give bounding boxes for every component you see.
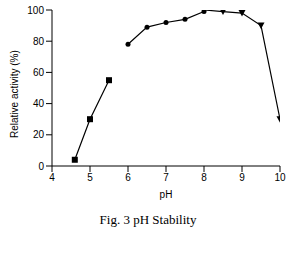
svg-text:7: 7 (163, 172, 169, 183)
svg-text:Relative activity (%): Relative activity (%) (9, 50, 20, 138)
html-text:Fig. 3 pH Stability: Fig. 3 pH Stability (99, 212, 197, 227)
svg-text:6: 6 (125, 172, 131, 183)
svg-text:4: 4 (49, 172, 55, 183)
svg-text:9: 9 (239, 172, 245, 183)
svg-text:0: 0 (38, 161, 44, 172)
svg-text:8: 8 (201, 172, 207, 183)
svg-text:pH: pH (160, 189, 173, 200)
svg-text:10: 10 (274, 172, 286, 183)
svg-text:100: 100 (27, 5, 44, 16)
svg-text:40: 40 (33, 98, 45, 109)
svg-text:60: 60 (33, 67, 45, 78)
svg-text:20: 20 (33, 129, 45, 140)
svg-text:80: 80 (33, 36, 45, 47)
svg-text:5: 5 (87, 172, 93, 183)
